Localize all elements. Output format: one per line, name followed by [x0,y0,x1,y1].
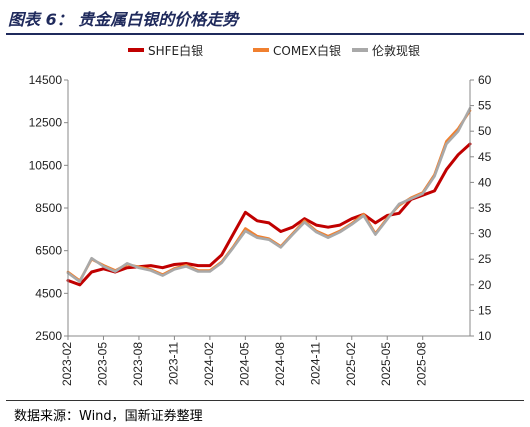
legend-label-3: 伦敦现银 [372,43,420,58]
left-tick-label: 14500 [29,73,63,87]
source-divider [6,400,524,401]
x-tick-label: 2024-11 [308,342,322,385]
x-tick-label: 2024-08 [273,342,287,386]
left-tick-label: 10500 [29,158,63,172]
right-tick-label: 35 [478,201,492,215]
right-tick-label: 15 [478,303,492,317]
silver-price-chart: SHFE白银 COMEX白银 伦敦现银 2500 4500 6500 8500 10500 1… [29,43,492,386]
left-tick-label: 2500 [35,329,62,343]
chart-title: 图表 6： 贵金属白银的价格走势 [8,10,239,29]
x-tick-label: 2025-02 [344,342,358,386]
legend-label-1: SHFE白银 [148,43,203,58]
series-line-3 [66,106,472,283]
right-tick-label: 45 [478,150,492,164]
right-tick-label: 25 [478,252,492,266]
left-tick-label: 12500 [29,116,63,130]
right-tick-label: 60 [478,73,492,87]
x-tick-label: 2023-08 [131,342,145,386]
source-note: 数据来源：Wind，国新证券整理 [14,409,203,424]
legend: SHFE白银 COMEX白银 伦敦现银 [128,43,420,58]
right-tick-label: 40 [478,175,492,189]
series-line-2 [66,109,472,282]
left-tick-label: 6500 [35,244,62,258]
left-tick-label: 4500 [35,286,62,300]
x-tick-label: 2025-05 [379,342,393,386]
x-tick-label: 2024-02 [202,342,216,386]
right-tick-label: 20 [478,278,492,292]
left-tick-label: 8500 [35,201,62,215]
x-tick-label: 2023-05 [95,342,109,386]
x-tick-label: 2025-08 [415,342,429,386]
x-tick-label: 2024-05 [237,342,251,386]
right-tick-label: 50 [478,124,492,138]
x-tick-label: 2023-02 [60,342,74,386]
axes: 2500 4500 6500 8500 10500 12500 14500 10 15 20 25 3… [29,73,492,386]
right-tick-label: 10 [478,329,492,343]
title-underline [6,33,524,35]
right-tick-label: 30 [478,227,492,241]
legend-label-2: COMEX白银 [273,43,341,58]
series-lines [66,106,472,287]
right-tick-label: 55 [478,99,492,113]
x-tick-label: 2023-11 [166,342,180,385]
